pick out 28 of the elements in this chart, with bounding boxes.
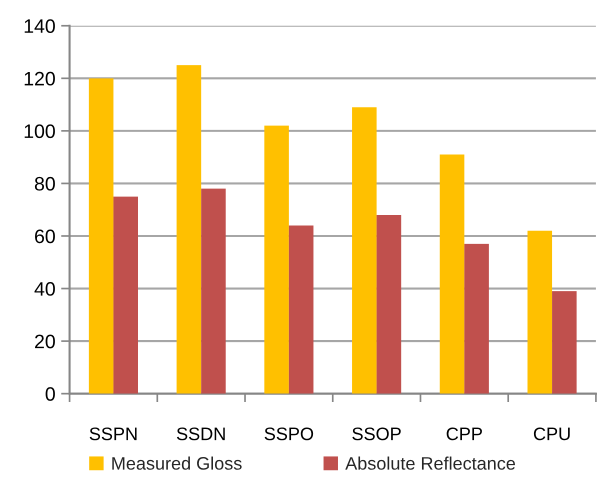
y-tick-label: 60	[35, 229, 55, 244]
x-tick-label: SSDN	[176, 427, 225, 440]
bar	[264, 126, 289, 394]
y-tick-label: 40	[34, 282, 55, 296]
bar	[352, 107, 377, 394]
x-tick-label: SSPN	[90, 427, 137, 440]
y-tick-label: 140	[24, 19, 55, 33]
y-tick-label: 0	[46, 387, 55, 401]
y-tick-label: 80	[34, 176, 55, 191]
x-tick-label: CPP	[446, 427, 482, 440]
y-tick-label: 120	[24, 72, 55, 86]
bar	[201, 188, 226, 394]
bar	[288, 225, 314, 394]
bar	[464, 244, 489, 394]
x-tick-label: CPU	[534, 427, 570, 440]
bar	[528, 230, 552, 394]
x-tick-label: SSPO	[264, 427, 314, 440]
bar	[376, 214, 402, 394]
bar	[552, 291, 577, 394]
legend-label: Absolute Reflectance	[345, 456, 516, 470]
bar	[88, 78, 114, 394]
y-tick-label: 100	[24, 124, 55, 138]
bar	[176, 65, 202, 394]
x-tick-label: SSOP	[352, 427, 401, 440]
y-tick-label: 20	[35, 334, 55, 348]
legend-label: Measured Gloss	[112, 456, 242, 470]
bar	[440, 154, 464, 394]
bar	[113, 196, 138, 394]
